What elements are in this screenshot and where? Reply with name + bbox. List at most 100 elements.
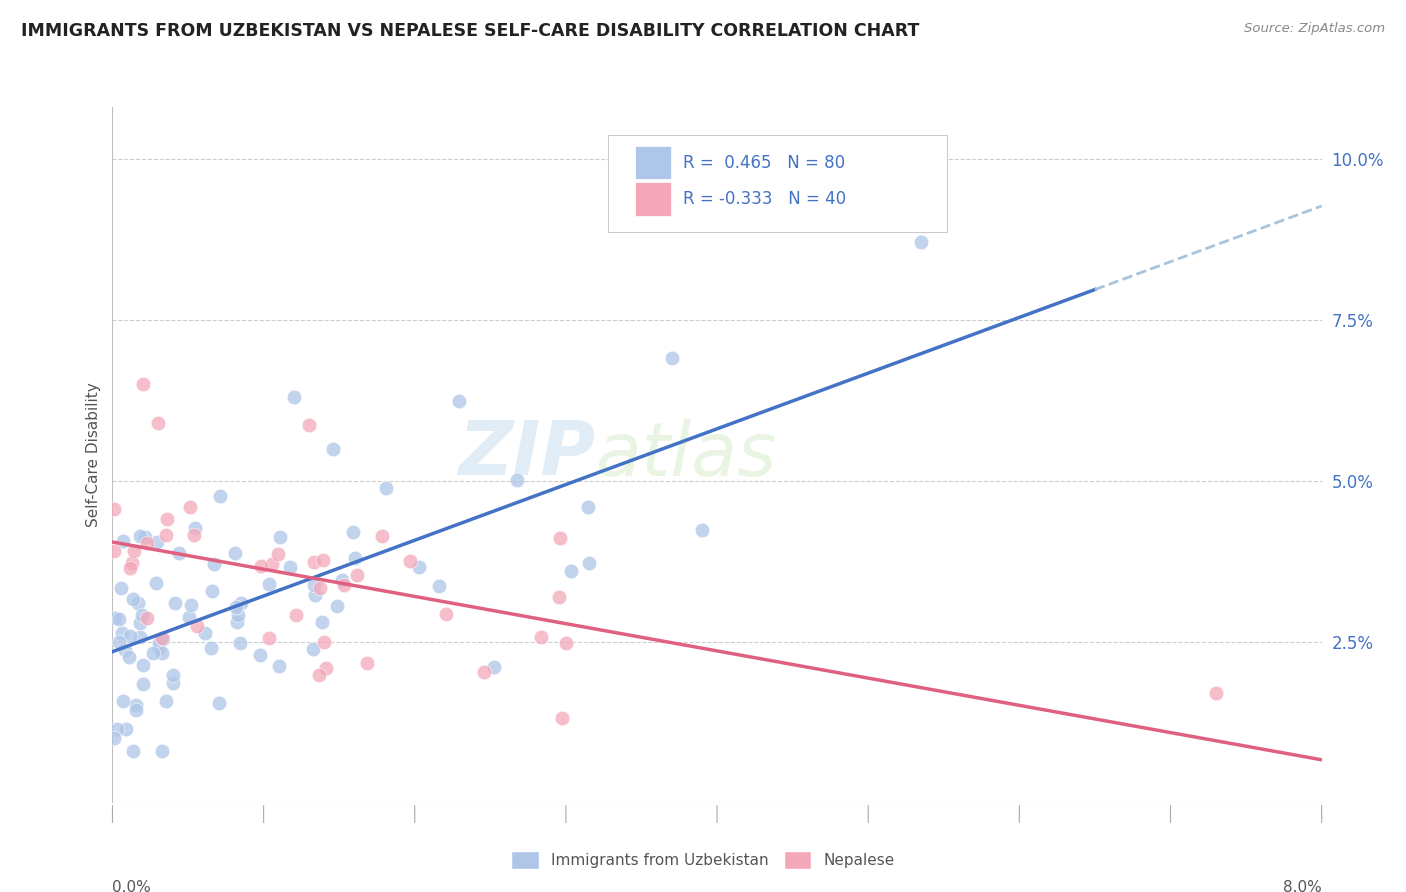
Point xyxy=(156,512,179,526)
Point xyxy=(200,641,222,656)
Point xyxy=(278,560,301,574)
Point xyxy=(375,481,398,495)
Point xyxy=(283,390,305,404)
Point xyxy=(560,565,582,579)
Point xyxy=(136,610,159,624)
Text: R =  0.465   N = 80: R = 0.465 N = 80 xyxy=(683,153,845,171)
Point xyxy=(333,578,356,592)
Point xyxy=(226,607,249,622)
Point xyxy=(436,607,458,622)
Point xyxy=(105,722,128,736)
Point xyxy=(124,698,146,712)
Legend: Immigrants from Uzbekistan, Nepalese: Immigrants from Uzbekistan, Nepalese xyxy=(505,845,901,875)
Point xyxy=(142,646,165,660)
Point xyxy=(472,665,495,679)
Point xyxy=(308,667,330,681)
Point xyxy=(576,500,599,514)
Point xyxy=(152,632,174,646)
Point xyxy=(209,489,232,503)
Point xyxy=(162,668,184,682)
Point xyxy=(148,636,170,650)
Point xyxy=(186,618,208,632)
Bar xyxy=(636,146,671,179)
Point xyxy=(578,557,600,571)
Point xyxy=(201,584,224,599)
Point xyxy=(311,615,333,629)
Point xyxy=(259,576,281,591)
Point xyxy=(131,658,153,673)
Point xyxy=(132,677,155,691)
Point xyxy=(122,544,145,558)
Point xyxy=(225,615,247,629)
Point xyxy=(356,656,378,670)
Point xyxy=(110,581,132,595)
Point xyxy=(163,596,186,610)
Point xyxy=(111,694,134,708)
Point xyxy=(136,536,159,550)
Point xyxy=(118,561,141,575)
Point xyxy=(183,528,205,542)
Point xyxy=(124,703,146,717)
Point xyxy=(224,546,246,560)
Point xyxy=(122,744,145,758)
Text: R = -0.333   N = 40: R = -0.333 N = 40 xyxy=(683,190,846,208)
Point xyxy=(155,528,177,542)
Point xyxy=(314,634,336,648)
Text: IMMIGRANTS FROM UZBEKISTAN VS NEPALESE SELF-CARE DISABILITY CORRELATION CHART: IMMIGRANTS FROM UZBEKISTAN VS NEPALESE S… xyxy=(21,22,920,40)
Point xyxy=(122,592,145,607)
Point xyxy=(179,500,201,514)
Point xyxy=(506,473,529,487)
Point xyxy=(312,553,335,567)
Point xyxy=(554,636,576,650)
Point xyxy=(302,578,325,592)
Point xyxy=(194,625,217,640)
Point xyxy=(910,235,932,250)
Point xyxy=(129,529,152,543)
Point xyxy=(408,559,430,574)
Point xyxy=(208,696,231,710)
Point xyxy=(298,417,321,432)
Point xyxy=(304,589,326,603)
Point xyxy=(269,659,291,673)
Point xyxy=(121,556,143,570)
Point xyxy=(449,393,471,408)
Text: ZIP: ZIP xyxy=(458,418,596,491)
Point xyxy=(231,597,253,611)
Point xyxy=(249,648,271,662)
FancyBboxPatch shape xyxy=(609,135,946,232)
Point xyxy=(249,558,271,573)
Point xyxy=(103,731,125,745)
Point xyxy=(169,546,191,560)
Point xyxy=(260,557,283,571)
Point xyxy=(284,607,307,622)
Point xyxy=(184,521,207,535)
Point xyxy=(107,634,129,648)
Point xyxy=(134,530,156,544)
Point xyxy=(371,529,394,543)
Point xyxy=(551,711,574,725)
Point xyxy=(150,744,173,758)
Point xyxy=(131,607,153,622)
Point xyxy=(257,631,280,645)
Bar xyxy=(636,182,671,216)
Point xyxy=(108,612,131,626)
Y-axis label: Self-Care Disability: Self-Care Disability xyxy=(86,383,101,527)
Point xyxy=(344,551,367,566)
Point xyxy=(146,535,169,549)
Point xyxy=(315,661,337,675)
Point xyxy=(118,650,141,665)
Point xyxy=(150,647,173,661)
Point xyxy=(330,573,353,587)
Point xyxy=(202,558,225,572)
Point xyxy=(302,642,325,657)
Point xyxy=(225,599,247,614)
Text: atlas: atlas xyxy=(596,419,778,491)
Point xyxy=(269,530,291,544)
Point xyxy=(120,629,142,643)
Point xyxy=(308,581,330,595)
Text: Source: ZipAtlas.com: Source: ZipAtlas.com xyxy=(1244,22,1385,36)
Point xyxy=(427,580,450,594)
Point xyxy=(690,524,713,538)
Point xyxy=(145,576,167,591)
Point xyxy=(128,630,150,644)
